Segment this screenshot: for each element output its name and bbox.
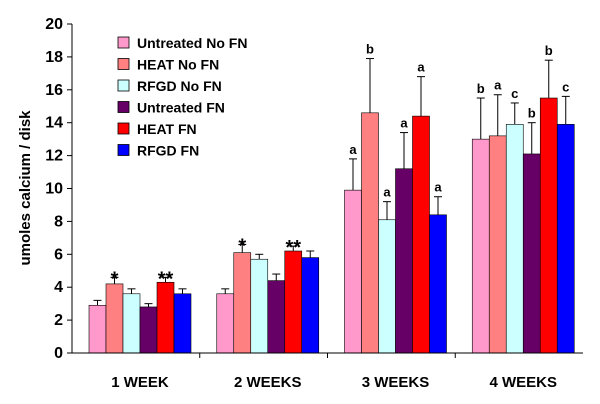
legend-swatch [117, 122, 130, 135]
legend-swatch [117, 36, 130, 49]
y-tick-label: 12 [45, 148, 63, 165]
bar-annotation: c [511, 86, 518, 101]
legend-swatch [117, 144, 130, 156]
bar-annotation: a [494, 78, 502, 93]
y-axis-label: umoles calcium / disk [17, 110, 34, 266]
x-axis: 1 WEEK 2 WEEKS 3 WEEKS 4 WEEKS [72, 352, 583, 391]
bar [173, 293, 192, 354]
bar [284, 250, 303, 354]
legend-label: RFGD FN [137, 143, 199, 159]
legend-swatch [117, 101, 130, 113]
bar [488, 135, 507, 354]
x-tick-label: 4 WEEKS [489, 374, 557, 391]
bar-annotation: b [477, 81, 485, 96]
x-tick-label: 1 WEEK [111, 374, 169, 391]
legend-label: HEAT No FN [137, 57, 219, 73]
bar [105, 283, 124, 354]
bar-annotation: b [545, 43, 553, 58]
y-tick-label: 8 [54, 213, 63, 230]
legend-label: Untreated No FN [137, 35, 247, 51]
bar [301, 257, 320, 354]
bar [361, 112, 379, 354]
legend-swatch [117, 58, 130, 70]
bar [429, 214, 447, 354]
bar [539, 97, 558, 354]
bar [122, 293, 141, 354]
bar [471, 138, 490, 354]
bar [556, 124, 575, 354]
bar-annotation: a [417, 60, 425, 75]
y-tick-label: 14 [45, 115, 63, 132]
bar [412, 115, 430, 354]
y-tick-label: 0 [54, 345, 63, 362]
legend-label: RFGD No FN [137, 78, 222, 94]
y-tick-label: 2 [54, 312, 63, 329]
y-tick-label: 20 [45, 16, 63, 33]
bar [378, 219, 396, 354]
bar [250, 258, 269, 354]
bar-annotation: * [111, 268, 119, 290]
bar [522, 153, 541, 354]
bar [216, 293, 235, 354]
bar-annotation: a [349, 142, 357, 157]
legend-swatch [117, 79, 130, 92]
bar [233, 252, 252, 354]
bar [344, 189, 362, 354]
bar-annotation: ** [158, 268, 174, 290]
bar [156, 281, 175, 354]
bar-annotation: a [400, 116, 408, 131]
bar-annotation: a [434, 180, 442, 195]
legend: Untreated No FN HEAT No FN RFGD No FN Untre… [117, 35, 247, 159]
y-axis: 0 2 4 6 8 10 12 14 16 18 20 [45, 16, 73, 362]
bar [88, 304, 107, 354]
y-tick-label: 18 [45, 49, 63, 66]
y-tick-label: 4 [54, 279, 63, 296]
legend-label: HEAT FN [137, 121, 197, 137]
bar-annotation: a [383, 185, 391, 200]
legend-label: Untreated FN [137, 100, 225, 116]
bar [267, 280, 286, 354]
x-tick-label: 2 WEEKS [234, 374, 302, 391]
bar [505, 124, 524, 354]
y-tick-label: 10 [45, 181, 63, 198]
y-tick-label: 6 [54, 246, 63, 263]
bar [139, 306, 158, 354]
x-tick-label: 3 WEEKS [362, 374, 430, 391]
bar-annotation: * [238, 235, 246, 257]
y-tick-label: 16 [45, 82, 63, 99]
bar [395, 168, 413, 354]
bar-annotation: b [528, 106, 536, 121]
bar-annotation: ** [285, 237, 301, 259]
bar-annotation: c [562, 79, 569, 94]
bar-annotation: b [366, 42, 374, 57]
